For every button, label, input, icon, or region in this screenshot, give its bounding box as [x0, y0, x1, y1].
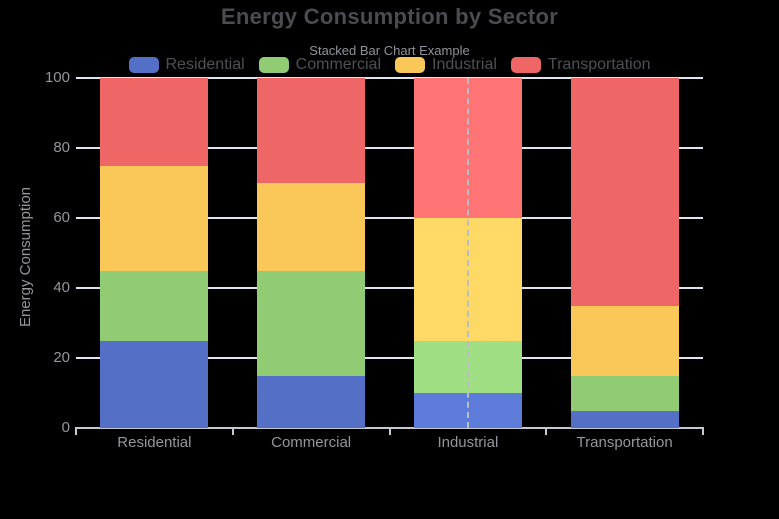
bar-segment-transportation-residential[interactable]: [570, 410, 679, 428]
legend-item-residential[interactable]: Residential: [128, 56, 245, 74]
bar-segment-industrial-industrial[interactable]: [413, 218, 522, 341]
bar-segment-transportation-transportation[interactable]: [570, 78, 679, 306]
legend-swatch-icon: [395, 57, 425, 73]
y-tick-label-100: 100: [44, 69, 70, 86]
gridline-y-80: [76, 147, 703, 149]
bar-segment-residential-residential[interactable]: [100, 340, 209, 428]
y-tick-label-60: 60: [53, 209, 70, 226]
x-category-label-residential[interactable]: Residential: [117, 434, 192, 451]
bar-segment-residential-industrial[interactable]: [100, 165, 209, 271]
chart-title: Energy Consumption by Sector: [220, 4, 559, 29]
gridline-y-40: [76, 287, 703, 289]
y-tick-label-80: 80: [53, 139, 70, 156]
bar-segment-residential-transportation[interactable]: [100, 78, 209, 166]
legend-item-transportation[interactable]: Transportation: [510, 56, 651, 74]
legend-item-commercial[interactable]: Commercial: [258, 56, 381, 74]
x-category-label-industrial[interactable]: Industrial: [437, 434, 499, 451]
x-category-label-transportation[interactable]: Transportation: [576, 434, 673, 451]
bar-segment-commercial-residential[interactable]: [257, 375, 366, 428]
bar-segment-industrial-transportation[interactable]: [413, 78, 522, 218]
bar-industrial[interactable]: [413, 78, 522, 428]
chart-subtitle: Stacked Bar Chart Example: [309, 43, 470, 58]
bar-segment-commercial-industrial[interactable]: [257, 183, 366, 271]
bar-segment-residential-commercial[interactable]: [100, 270, 209, 341]
x-axis-tick: [232, 428, 234, 435]
y-tick-label-20: 20: [53, 349, 70, 366]
legend-label: Transportation: [547, 56, 651, 73]
legend-swatch-icon: [128, 57, 159, 73]
bar-segment-industrial-commercial[interactable]: [413, 340, 522, 393]
legend-label: Commercial: [295, 56, 381, 73]
bar-residential[interactable]: [100, 78, 209, 428]
bar-segment-commercial-commercial[interactable]: [257, 270, 366, 376]
bar-segment-commercial-transportation[interactable]: [257, 78, 366, 183]
x-category-label-commercial[interactable]: Commercial: [271, 434, 352, 451]
gridline-y-20: [76, 357, 703, 359]
legend: Residential Commercial Industrial Transport…: [0, 55, 779, 75]
y-tick-label-40: 40: [53, 279, 70, 296]
bar-commercial[interactable]: [257, 78, 366, 428]
legend-item-industrial[interactable]: Industrial: [395, 56, 497, 74]
x-axis-tick: [75, 428, 77, 435]
x-axis-tick: [702, 428, 704, 435]
x-axis-tick: [545, 428, 547, 435]
gridline-y-100: [76, 77, 703, 79]
bar-segment-transportation-industrial[interactable]: [570, 305, 679, 376]
y-tick-label-0: 0: [61, 419, 70, 436]
gridline-y-60: [76, 217, 703, 219]
legend-label: Residential: [165, 56, 245, 73]
legend-swatch-icon: [258, 57, 289, 73]
legend-label: Industrial: [432, 56, 497, 73]
bar-segment-industrial-residential[interactable]: [413, 393, 522, 428]
bar-segment-transportation-commercial[interactable]: [570, 375, 679, 411]
x-axis-tick: [389, 428, 391, 435]
bar-transportation[interactable]: [570, 78, 679, 428]
legend-swatch-icon: [510, 57, 541, 73]
plot-area: [75, 77, 704, 435]
